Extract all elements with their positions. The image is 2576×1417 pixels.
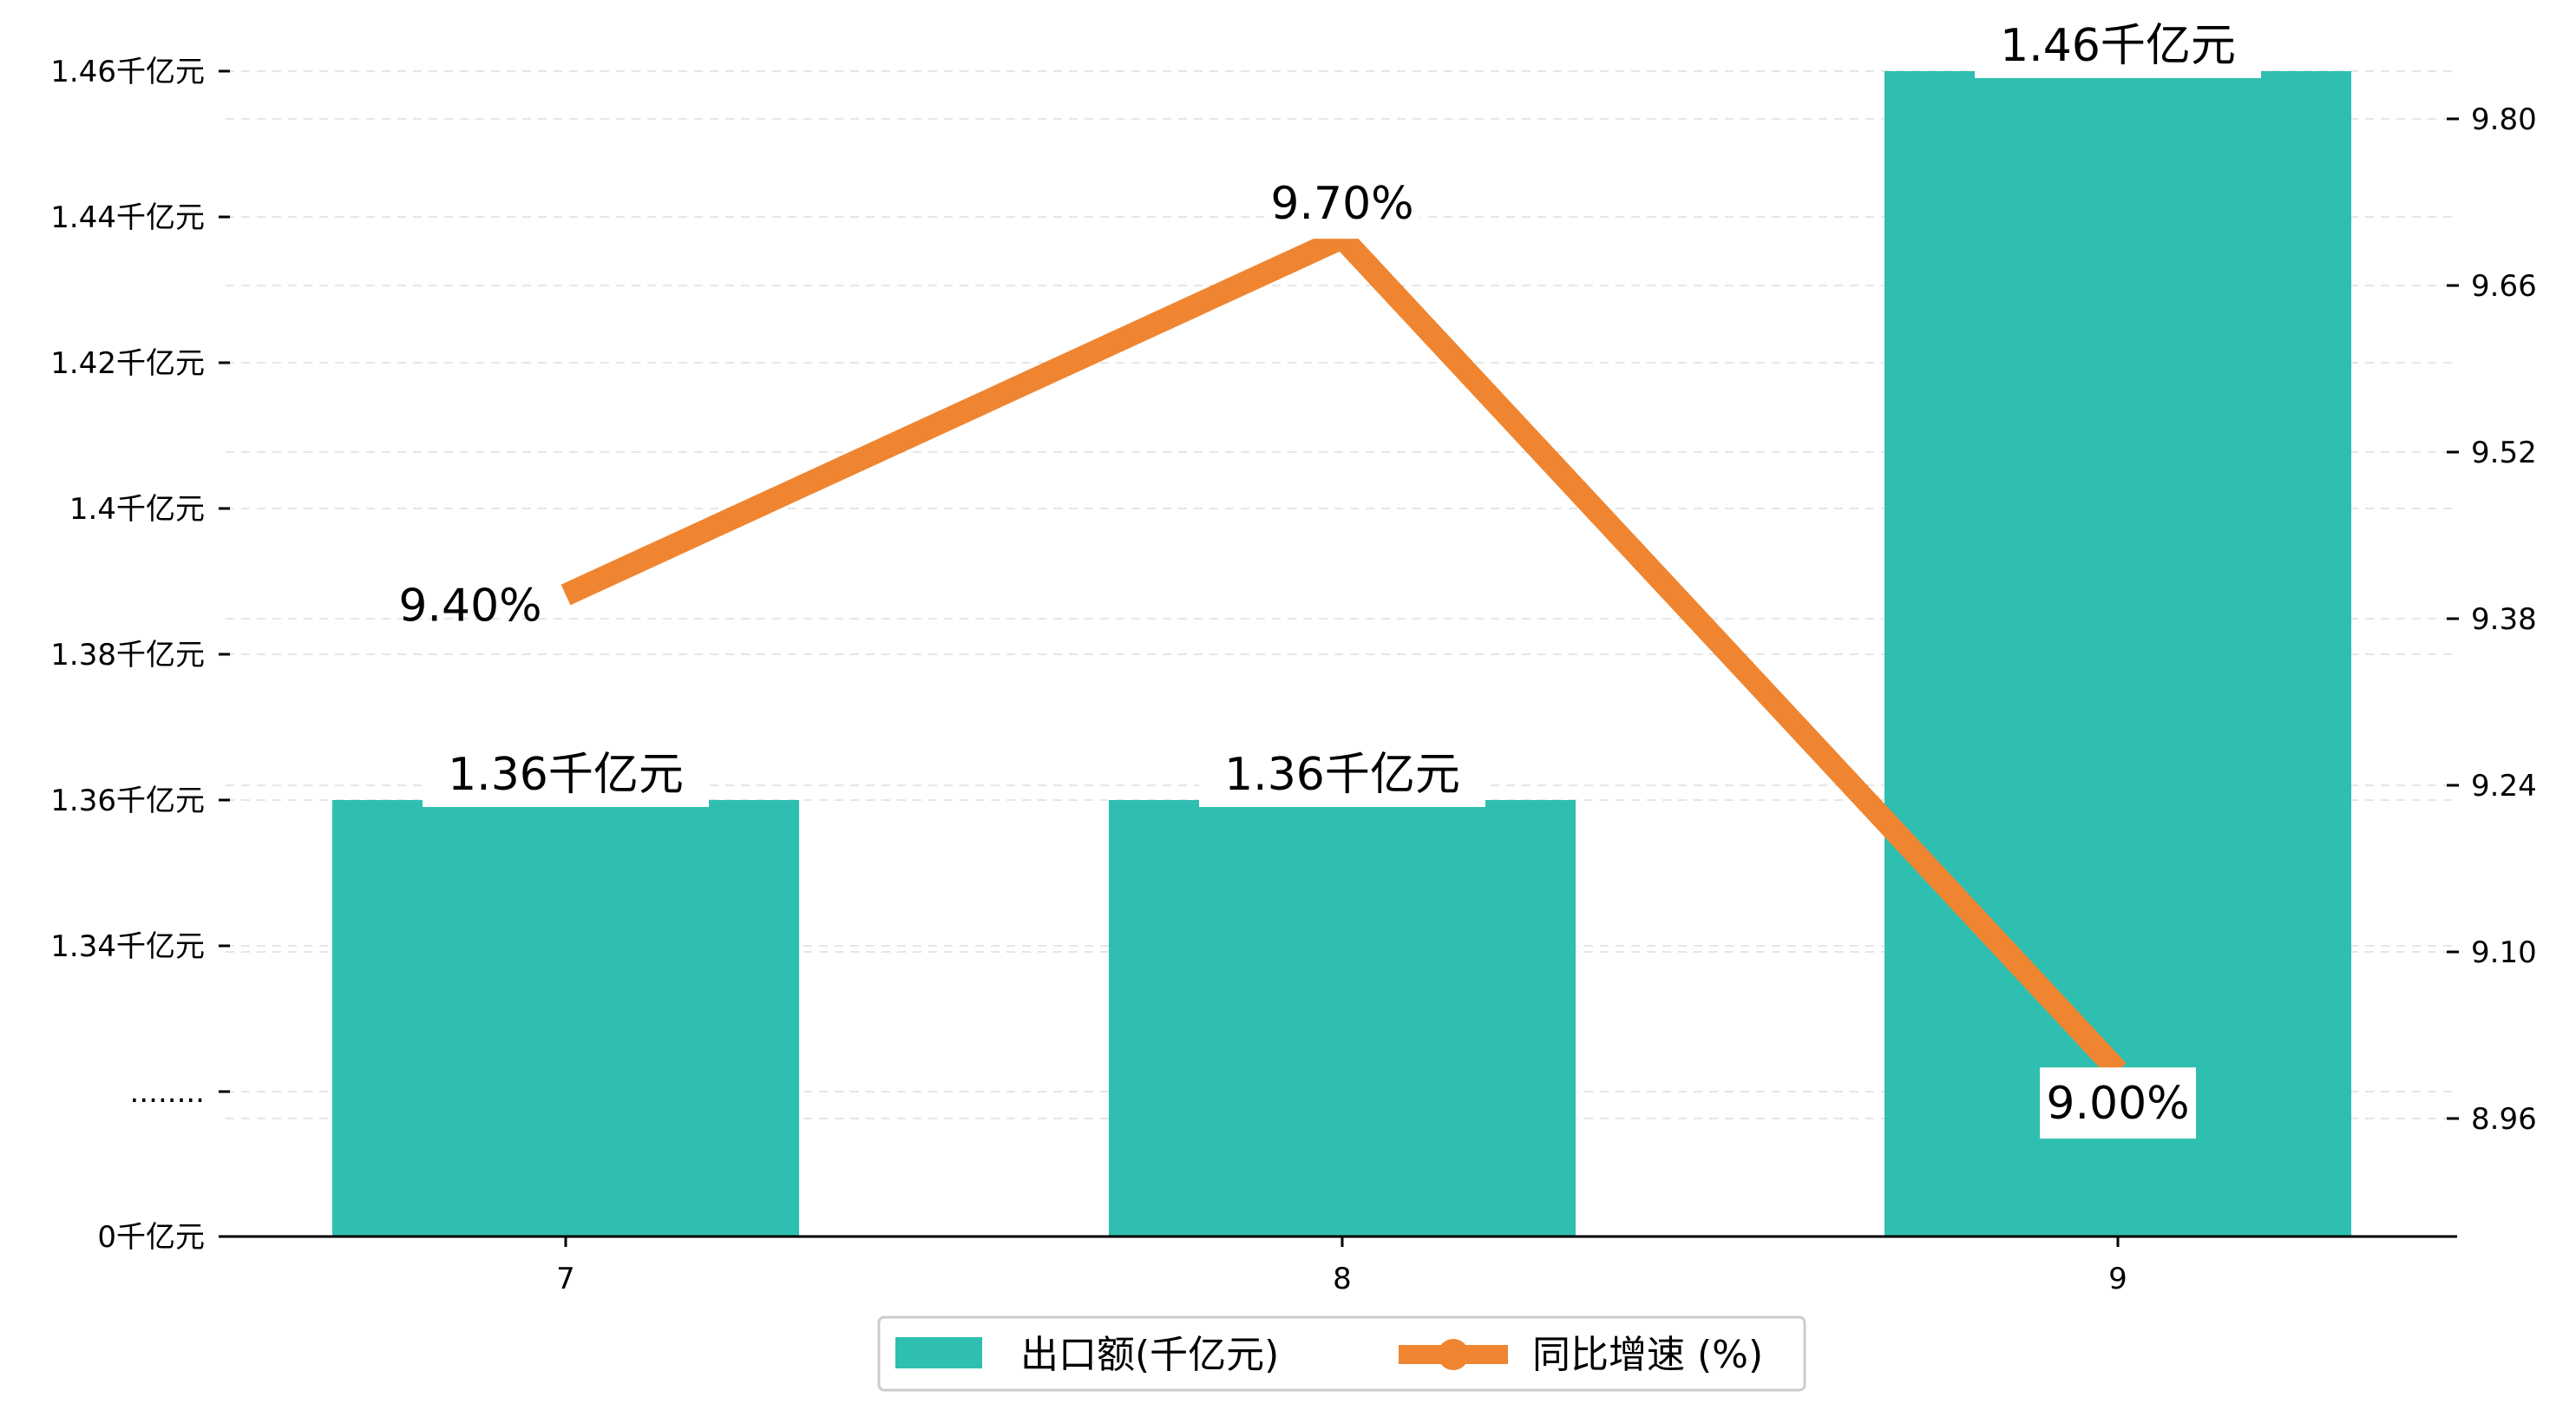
right-tick-label: 9.38 <box>2471 602 2537 637</box>
right-tick-label: 9.10 <box>2471 935 2537 970</box>
right-tick-label: 9.24 <box>2471 769 2537 804</box>
bar-8 <box>1109 800 1576 1237</box>
bar-label-7-text: 1.36千亿元 <box>448 749 684 801</box>
bar-label-8-text: 1.36千亿元 <box>1224 749 1460 801</box>
line-label-8-box <box>1264 167 1420 239</box>
left-tick-label: 1.42千亿元 <box>50 346 205 381</box>
right-tick-label: 9.80 <box>2471 102 2537 137</box>
bar-label-9-box <box>1975 12 2261 78</box>
legend-box: 出口额(千亿元) 同比增速 (%) <box>877 1315 1806 1392</box>
left-tick-label: 1.44千亿元 <box>50 200 205 235</box>
left-tick-label: 1.36千亿元 <box>50 784 205 818</box>
bar-label-9-text: 1.46千亿元 <box>2000 20 2236 72</box>
bar-label-7: 1.36千亿元 <box>423 741 709 807</box>
line-label-8-text: 9.70% <box>1270 178 1413 230</box>
x-tick-label: 7 <box>556 1262 575 1296</box>
left-tick-label: 1.34千亿元 <box>50 929 205 964</box>
x-tick-label: 9 <box>2108 1262 2127 1296</box>
right-tick-label: 8.96 <box>2471 1102 2537 1137</box>
line-label-9: 9.00% <box>2040 1067 2196 1139</box>
legend-label-export: 出口额(千亿元) <box>1020 1333 1279 1377</box>
legend: 出口额(千亿元) 同比增速 (%) <box>877 1315 1806 1392</box>
right-tick-label: 9.66 <box>2471 269 2537 304</box>
line-label-9-text: 9.00% <box>2046 1078 2189 1130</box>
line-label-8: 9.70% <box>1264 167 1420 239</box>
left-tick-label: 1.38千亿元 <box>50 638 205 672</box>
left-tick-label: 1.46千亿元 <box>50 55 205 89</box>
line-label-9-box <box>2040 1067 2196 1139</box>
bar-label-8: 1.36千亿元 <box>1199 741 1485 807</box>
x-tick-label: 8 <box>1333 1262 1352 1296</box>
bar-7 <box>332 800 799 1237</box>
left-tick-label: 0千亿元 <box>97 1220 205 1255</box>
legend-frame <box>877 1315 1806 1392</box>
label-layer: 1.36千亿元 1.36千亿元 1.46千亿元 9.40% 9.70% 9.00% <box>398 12 2261 1139</box>
line-label-7: 9.40% <box>398 581 541 633</box>
legend-swatch-bar <box>895 1337 982 1368</box>
right-tick-label: 9.52 <box>2471 436 2537 470</box>
bar-layer <box>332 71 2351 1237</box>
legend-label-growth: 同比增速 (%) <box>1532 1333 1763 1377</box>
left-tick-label: ........ <box>130 1075 205 1110</box>
bar-9 <box>1884 71 2351 1237</box>
bar-label-9: 1.46千亿元 <box>1975 12 2261 78</box>
bar-label-8-box <box>1199 741 1485 807</box>
legend-swatch-marker <box>1438 1339 1469 1370</box>
left-tick-label: 1.4千亿元 <box>69 492 205 527</box>
bar-label-7-box <box>423 741 709 807</box>
axis-layer: 0千亿元........ 1.34千亿元 1.36千亿元 1.38千亿元 1.4千亿元 1… <box>50 55 2536 1296</box>
